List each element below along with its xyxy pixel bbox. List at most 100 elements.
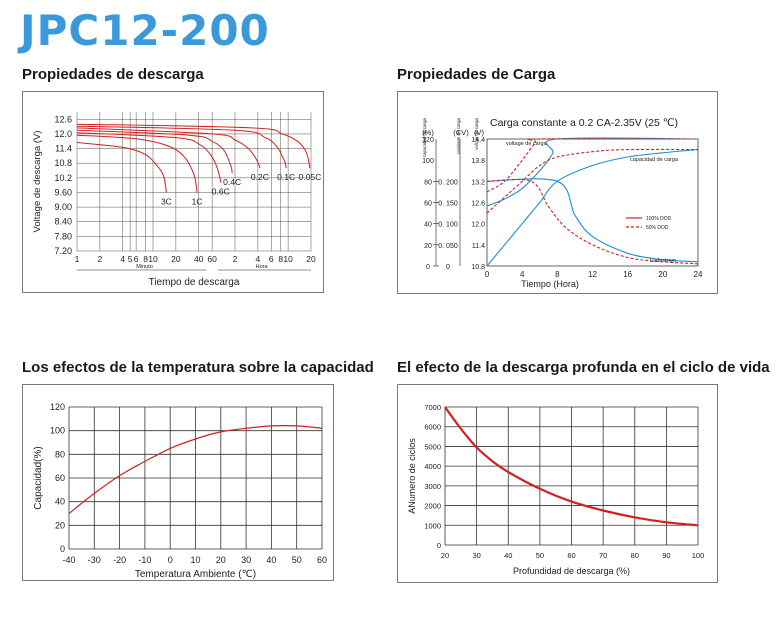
temperature-ytick: 0 [60, 544, 65, 554]
temperature-xtick: 40 [266, 555, 276, 565]
charge-voltage-tick: 12.0 [471, 222, 485, 229]
charge-chart-panel: Carga constante a 0.2 CA-2.35V (25 ℃) cap… [397, 91, 718, 294]
discharge-ytick: 9.00 [54, 202, 72, 212]
discharge-ytick: 9.60 [54, 187, 72, 197]
cycle-ytick: 4000 [424, 462, 441, 471]
charge-current-tick: 0. 050 [438, 243, 458, 250]
charge-capacity-tick: 0 [426, 264, 430, 271]
cycle-xtick: 100 [692, 551, 705, 560]
cycle-ytick: 1000 [424, 521, 441, 530]
charge-capacity-tick: 20 [424, 243, 432, 250]
charge-capacity-tick: 120 [422, 137, 434, 144]
temperature-xtick: 20 [216, 555, 226, 565]
charge-xtick: 0 [485, 270, 490, 279]
discharge-xtick: 40 [194, 254, 204, 264]
charge-voltage-tick: 14.4 [471, 137, 485, 144]
charge-xtick: 8 [555, 270, 560, 279]
charge-xtick: 24 [694, 270, 703, 279]
temperature-ytick: 120 [50, 402, 65, 412]
discharge-xtick: 6 [269, 254, 274, 264]
discharge-ytick: 8.40 [54, 217, 72, 227]
temperature-xtick: 60 [317, 555, 327, 565]
cycle-heading: El efecto de la descarga profunda en el … [397, 359, 770, 376]
charge-axis-unit: (V) [474, 128, 485, 137]
discharge-xtick: 10 [148, 254, 158, 264]
temperature-xtick: -30 [88, 555, 101, 565]
discharge-curve-0-4C [76, 129, 233, 174]
cycle-ytick: 3000 [424, 482, 441, 491]
temperature-xtick: 30 [241, 555, 251, 565]
charge-legend-100: 100% DOD [646, 216, 672, 222]
discharge-heading: Propiedades de descarga [22, 66, 204, 83]
discharge-curve-label: 1C [192, 196, 203, 206]
discharge-xtick: 10 [283, 254, 293, 264]
discharge-chart: 12.6 12.0 11.4 10.8 10.2 9.60 9.00 8.40 7.80 7.20… [32, 112, 322, 288]
discharge-curve-label: 0.05C [299, 172, 322, 182]
temperature-ylabel: Capacidad(%) [33, 446, 44, 509]
cycle-ytick: 2000 [424, 502, 441, 511]
charge-current-tick: 0. 100 [438, 222, 458, 229]
discharge-curve-label: 0.6C [212, 187, 230, 197]
discharge-curve-0-1C [76, 125, 287, 169]
temperature-xtick: 0 [168, 555, 173, 565]
charge-current-tick: 0. 150 [438, 201, 458, 208]
charge-xtick: 4 [520, 270, 525, 279]
discharge-chart-panel: 12.6 12.0 11.4 10.8 10.2 9.60 9.00 8.40 7.80 7.20… [22, 91, 324, 293]
charge-series-capacidad-50--DOD [486, 148, 699, 214]
cycle-xtick: 30 [472, 551, 480, 560]
cycle-xtick: 90 [662, 551, 670, 560]
discharge-xtick: 20 [306, 254, 316, 264]
temperature-xtick: 50 [292, 555, 302, 565]
charge-capacity-tick: 80 [424, 179, 432, 186]
charge-voltage-tick: 13.2 [471, 179, 485, 186]
temperature-xtick: 10 [190, 555, 200, 565]
charge-voltage-tick: 12.6 [471, 201, 485, 208]
cycle-curve [444, 406, 699, 527]
cycle-xtick: 80 [631, 551, 639, 560]
charge-legend-50: 50% DOD [646, 225, 669, 231]
discharge-curve-label: 3C [161, 196, 172, 206]
discharge-xunit-minute: Minuto [136, 264, 153, 270]
temperature-ytick: 80 [55, 449, 65, 459]
temperature-xtick: -10 [138, 555, 151, 565]
discharge-curve-label: 0.4C [223, 177, 241, 187]
charge-annotation-current: Ladestrom [650, 258, 676, 264]
discharge-ytick: 7.20 [54, 246, 72, 256]
charge-series-corriente-100--DOD [486, 178, 699, 263]
charge-capacity-tick: 40 [424, 222, 432, 229]
charge-xlabel: Tiempo (Hora) [521, 279, 579, 289]
discharge-xtick: 8 [278, 254, 283, 264]
cycle-ytick: 5000 [424, 442, 441, 451]
charge-chart: Carga constante a 0.2 CA-2.35V (25 ℃) cap… [422, 117, 703, 289]
discharge-ytick: 11.4 [55, 144, 72, 154]
discharge-xtick: 4 [256, 254, 261, 264]
discharge-ytick: 10.8 [54, 158, 72, 168]
charge-capacity-tick: 100 [422, 158, 434, 165]
discharge-xtick: 1 [75, 254, 80, 264]
discharge-curve-0-05C [76, 123, 311, 169]
cycle-ytick: 7000 [424, 403, 441, 412]
temperature-ytick: 100 [50, 426, 65, 436]
discharge-curve-3C [76, 142, 167, 193]
cycle-xlabel: Profundidad de descarga (%) [513, 566, 630, 576]
discharge-xtick: 4 [120, 254, 125, 264]
charge-xtick: 16 [623, 270, 632, 279]
discharge-curve-1C [76, 134, 198, 193]
charge-series-corriente-50--DOD [486, 178, 699, 265]
discharge-curve-label: 0.2C [251, 172, 269, 182]
charge-axis-unit: (CV) [453, 128, 469, 137]
cycle-ytick: 6000 [424, 423, 441, 432]
discharge-ytick: 10.2 [54, 173, 72, 183]
temperature-xtick: -40 [62, 555, 75, 565]
discharge-xtick: 5 [128, 254, 133, 264]
charge-xtick: 20 [658, 270, 667, 279]
discharge-xtick: 2 [98, 254, 103, 264]
cycle-xtick: 70 [599, 551, 607, 560]
page-title: JPC12-200 [20, 6, 270, 55]
cycle-xtick: 40 [504, 551, 512, 560]
charge-annotation-voltage: voltage de carga [506, 141, 548, 147]
cycle-xtick: 50 [536, 551, 544, 560]
charge-series-capacidad-100--DOD [486, 149, 699, 267]
temperature-ytick: 20 [55, 520, 65, 530]
